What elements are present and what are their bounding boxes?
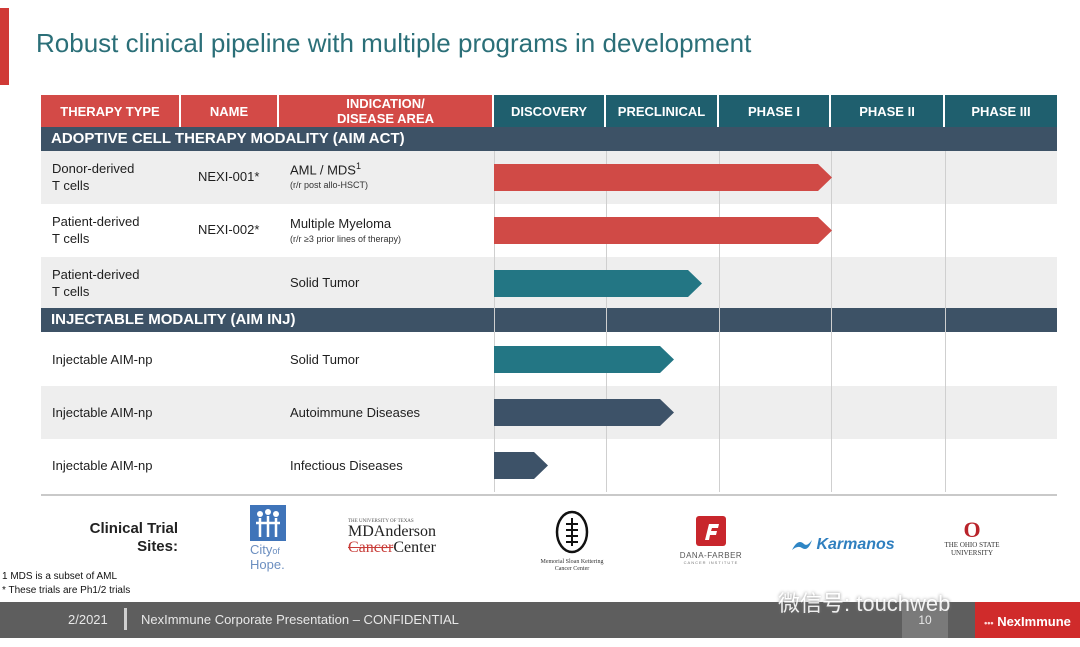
msk-text: Memorial Sloan Kettering Cancer Center: [531, 559, 613, 573]
pipeline-row: Injectable AIM-np Solid Tumor: [41, 333, 1057, 386]
progress-arrow: [494, 270, 702, 297]
footer-confidential: NexImmune Corporate Presentation – CONFI…: [141, 612, 459, 627]
therapy-type-line1: Patient-derived: [52, 267, 140, 282]
therapy-type-cell: Donor-derived T cells: [52, 160, 134, 194]
pipeline-row: Donor-derived T cells NEXI-001* AML / MD…: [41, 151, 1057, 204]
indication-text: Solid Tumor: [290, 275, 360, 290]
footer-brand: ••• NexImmune: [975, 602, 1080, 638]
title-accent-bar: [0, 8, 9, 85]
footnotes: 1 MDS is a subset of AML * These trials …: [2, 570, 130, 598]
msk-line1: Memorial Sloan Kettering: [540, 559, 604, 565]
ohio-state-logo: O THE OHIO STATE UNIVERSITY: [936, 517, 1008, 558]
therapy-type-line2: T cells: [52, 284, 90, 299]
progress-arrow: [494, 399, 674, 426]
footer-brand-text: NexImmune: [997, 614, 1071, 629]
pipeline-table: THERAPY TYPE NAME INDICATION/ DISEASE AR…: [41, 95, 1057, 496]
dana-farber-name: DANA-FARBER: [679, 551, 743, 560]
md-anderson-center: Center: [393, 539, 436, 556]
progress-arrow: [494, 452, 548, 479]
ohio-state-line2: UNIVERSITY: [951, 549, 993, 557]
pipeline-row: Injectable AIM-np Infectious Diseases: [41, 439, 1057, 492]
md-anderson-name: MDAnderson: [348, 523, 436, 540]
column-divider: [494, 151, 495, 492]
karmanos-text: Karmanos: [816, 536, 895, 553]
therapy-type-line2: T cells: [52, 231, 90, 246]
section-aim-inj: INJECTABLE MODALITY (AIM INJ): [41, 308, 1057, 332]
indication-cell: Multiple Myeloma (r/r ≥3 prior lines of …: [290, 216, 401, 244]
program-name: NEXI-002*: [198, 222, 260, 237]
column-divider: [719, 151, 720, 492]
ohio-state-line1: THE OHIO STATE: [944, 541, 1000, 549]
md-anderson-logo: THE UNIVERSITY OF TEXAS MDAnderson Cance…: [348, 519, 436, 556]
brand-mark-icon: •••: [984, 618, 994, 628]
md-anderson-cancer: Cancer: [348, 539, 394, 556]
msk-line2: Cancer Center: [554, 566, 590, 572]
city-of-hope-icon: [250, 505, 286, 541]
program-name: NEXI-001*: [198, 169, 260, 184]
header-phase-2: PHASE II: [831, 95, 945, 127]
dana-farber-institute: CANCER INSTITUTE: [683, 560, 739, 565]
dana-farber-logo: DANA-FARBER CANCER INSTITUTE: [676, 516, 746, 565]
msk-icon: [555, 510, 589, 554]
header-therapy-type: THERAPY TYPE: [41, 95, 181, 127]
indication-detail: (r/r post allo-HSCT): [290, 180, 369, 191]
header-phase-1: PHASE I: [719, 95, 831, 127]
progress-arrow: [494, 164, 832, 191]
header-preclinical: PRECLINICAL: [606, 95, 719, 127]
indication-text: AML / MDS: [290, 162, 356, 178]
header-indication: INDICATION/ DISEASE AREA: [279, 95, 494, 127]
indication-text: Infectious Diseases: [290, 458, 403, 473]
therapy-type-cell: Injectable AIM-np: [52, 352, 153, 367]
msk-logo: Memorial Sloan Kettering Cancer Center: [531, 510, 613, 573]
column-divider: [945, 151, 946, 492]
city-of-hope-hope: Hope.: [250, 557, 285, 572]
indication-detail: (r/r ≥3 prior lines of therapy): [290, 234, 401, 244]
md-anderson-small: THE UNIVERSITY OF TEXAS: [348, 519, 414, 524]
header-name: NAME: [181, 95, 279, 127]
therapy-type-line2: T cells: [52, 178, 90, 193]
indication-text: Multiple Myeloma: [290, 216, 392, 231]
header-indication-line1: INDICATION/: [346, 96, 425, 111]
city-of-hope-of: of: [272, 546, 280, 556]
watermark-text: 微信号: touchweb: [778, 591, 951, 616]
progress-arrow: [494, 217, 832, 244]
indication-footnote-marker: 1: [355, 161, 361, 171]
footer-bar: 2/2021 NexImmune Corporate Presentation …: [0, 602, 1080, 638]
city-of-hope-text: Cityof Hope.: [250, 543, 285, 572]
column-divider: [831, 151, 832, 492]
footnote-1: 1 MDS is a subset of AML: [2, 571, 118, 582]
footnote-2: * These trials are Ph1/2 trials: [2, 585, 131, 596]
karmanos-icon: [792, 540, 812, 550]
indication-cell: AML / MDS1 (r/r post allo-HSCT): [290, 161, 368, 190]
footer-date: 2/2021: [68, 612, 108, 627]
indication-text: Autoimmune Diseases: [290, 405, 421, 420]
dana-farber-icon: [696, 516, 726, 546]
header-phase-3: PHASE III: [945, 95, 1057, 127]
city-of-hope-logo: Cityof Hope.: [248, 505, 292, 575]
therapy-type-line1: Patient-derived: [52, 214, 140, 229]
pipeline-row: Patient-derived T cells NEXI-002* Multip…: [41, 204, 1057, 257]
indication-text: Solid Tumor: [290, 352, 360, 367]
ohio-state-block-o: O: [963, 517, 981, 542]
sites-label-line2: Sites:: [137, 538, 178, 555]
slide-title: Robust clinical pipeline with multiple p…: [36, 28, 752, 58]
progress-arrow: [494, 346, 674, 373]
header-indication-line2: DISEASE AREA: [336, 111, 435, 126]
therapy-type-cell: Patient-derived T cells: [52, 213, 139, 247]
column-divider: [606, 151, 607, 492]
page-number: 10: [902, 602, 948, 638]
sites-label-line1: Clinical Trial: [89, 520, 178, 537]
therapy-type-cell: Patient-derived T cells: [52, 266, 139, 300]
footer-separator: [124, 608, 127, 630]
section-aim-act: ADOPTIVE CELL THERAPY MODALITY (AIM ACT): [41, 127, 1057, 151]
karmanos-logo: Karmanos: [792, 536, 895, 554]
city-of-hope-city: City: [250, 542, 273, 557]
header-discovery: DISCOVERY: [494, 95, 606, 127]
therapy-type-line1: Donor-derived: [52, 161, 135, 176]
clinical-trial-sites-label: Clinical Trial Sites:: [82, 520, 178, 556]
therapy-type-cell: Injectable AIM-np: [52, 458, 153, 473]
therapy-type-cell: Injectable AIM-np: [52, 405, 153, 420]
